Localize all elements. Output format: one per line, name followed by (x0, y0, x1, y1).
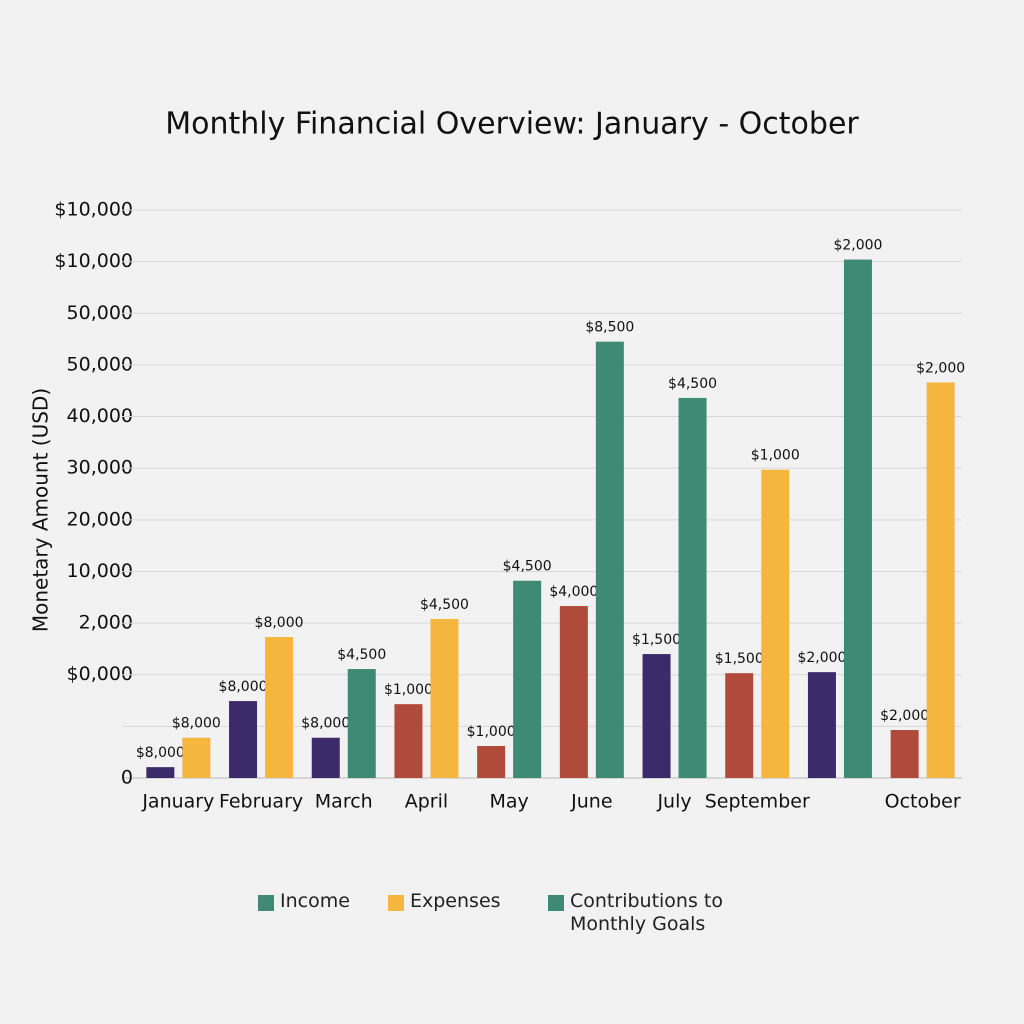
x-tick-label: April (405, 791, 448, 813)
bar (394, 704, 423, 778)
data-label: $8,000 (255, 615, 304, 631)
legend-label: Contributions to Monthly Goals (570, 890, 723, 935)
data-label: $1,500 (715, 651, 764, 667)
bar (678, 397, 707, 778)
data-label: $4,500 (420, 597, 469, 613)
bar (807, 672, 836, 778)
chart-title: Monthly Financial Overview: January - Oc… (165, 107, 859, 142)
bar (725, 673, 754, 778)
y-tick-label: 2,000 (79, 612, 133, 634)
data-label: $8,000 (219, 679, 268, 695)
bar (642, 654, 671, 778)
data-label: $1,000 (467, 724, 516, 740)
legend-entry: Expenses (410, 890, 501, 912)
y-tick-label: $10,000 (54, 250, 133, 272)
legend-swatch (388, 895, 404, 911)
legend-label: Income (280, 890, 350, 912)
x-tick-label: June (570, 791, 612, 813)
data-label: $1,000 (751, 448, 800, 464)
y-tick-label: 10,000 (67, 560, 133, 582)
bar (843, 259, 872, 778)
data-label: $2,000 (916, 360, 965, 376)
y-tick-label: 50,000 (67, 353, 133, 375)
x-tick-label: January (141, 791, 214, 813)
legend-entry: Contributions to Monthly Goals (570, 890, 723, 935)
data-label: $2,000 (880, 708, 929, 724)
x-tick-label: July (656, 791, 691, 813)
y-tick-label: 40,000 (67, 405, 133, 427)
data-label: $8,500 (585, 320, 634, 336)
y-tick-label: 0 (121, 767, 133, 789)
data-label: $4,000 (549, 584, 598, 600)
bar (430, 618, 459, 778)
data-label: $4,500 (668, 376, 717, 392)
legend-swatch (548, 895, 564, 911)
x-tick-label: February (219, 791, 303, 813)
x-tick-label: September (705, 791, 810, 813)
bar (311, 737, 340, 778)
data-label: $4,500 (503, 559, 552, 575)
bar (347, 669, 376, 778)
x-tick-label: May (490, 791, 529, 813)
data-label: $2,000 (797, 650, 846, 666)
bar (513, 580, 542, 778)
y-tick-label: 20,000 (67, 508, 133, 530)
y-tick-label: $0,000 (67, 663, 133, 685)
bar (229, 701, 258, 778)
bar (265, 637, 294, 778)
legend-entry: Income (280, 890, 350, 912)
bar (146, 767, 175, 778)
bar (761, 469, 790, 778)
y-tick-label: 50,000 (67, 302, 133, 324)
y-axis-label: Monetary Amount (USD) (29, 388, 53, 632)
x-tick-label: March (315, 791, 373, 813)
data-label: $8,000 (136, 745, 185, 761)
bar (477, 745, 506, 778)
x-tick-label: October (885, 791, 961, 813)
data-label: $4,500 (337, 647, 386, 663)
bar (890, 729, 919, 778)
legend-swatch (258, 895, 274, 911)
bar (182, 737, 211, 778)
bar (559, 606, 588, 778)
data-label: $1,000 (384, 682, 433, 698)
data-label: $2,000 (833, 238, 882, 254)
data-label: $8,000 (172, 716, 221, 732)
data-label: $8,000 (301, 716, 350, 732)
y-tick-label: 30,000 (67, 457, 133, 479)
y-tick-label: $10,000 (54, 199, 133, 221)
bar (926, 382, 955, 778)
bar (595, 341, 624, 778)
data-label: $1,500 (632, 632, 681, 648)
legend-label: Expenses (410, 890, 501, 912)
